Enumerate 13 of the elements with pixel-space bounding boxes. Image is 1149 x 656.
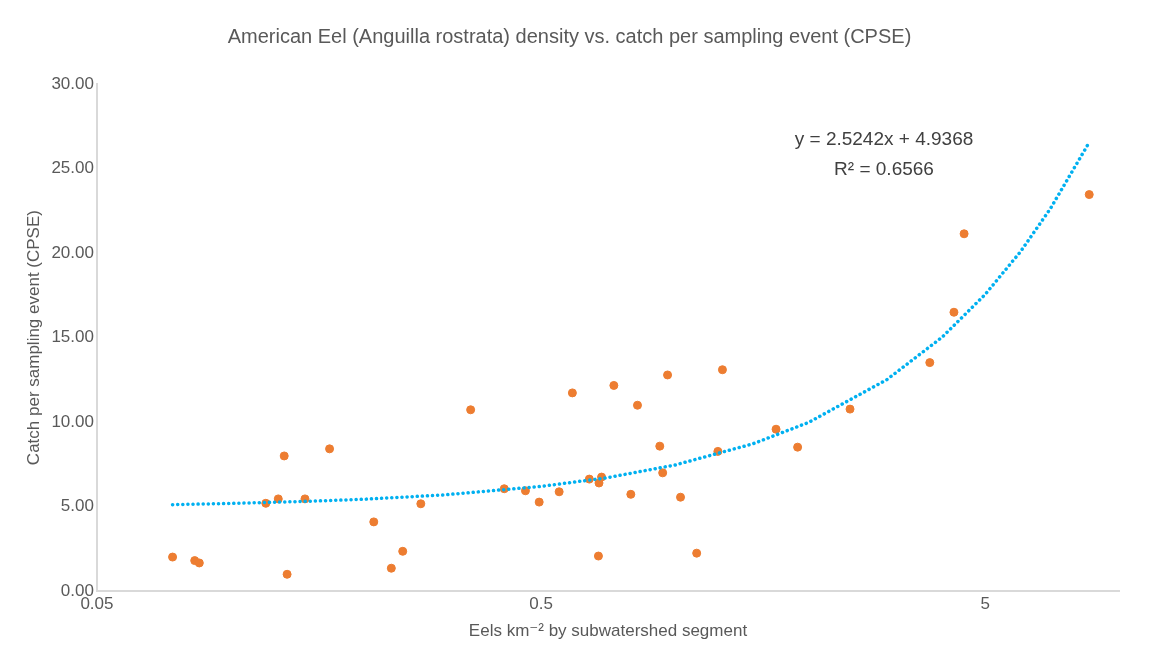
x-axis-title: Eels km⁻² by subwatershed segment xyxy=(468,621,748,641)
annotation: R² = 0.6566 xyxy=(834,158,934,180)
x-tick-label: 0.5 xyxy=(529,594,553,614)
y-axis-title: Catch per sampling event (CPSE) xyxy=(23,210,43,466)
annotation: y = 2.5242x + 4.9368 xyxy=(794,128,974,150)
y-tick-label: 5.00 xyxy=(60,496,94,516)
chart-title: American Eel (Anguilla rostrata) density vs. catch per sampling event (CPSE) xyxy=(227,24,912,47)
y-tick-label: 15.00 xyxy=(51,327,94,347)
y-tick-label: 20.00 xyxy=(51,242,94,262)
y-tick-label: 25.00 xyxy=(51,158,94,178)
y-tick-label: 10.00 xyxy=(51,411,94,431)
x-tick-label: 5 xyxy=(980,594,991,614)
y-tick-label: 30.00 xyxy=(51,73,94,93)
